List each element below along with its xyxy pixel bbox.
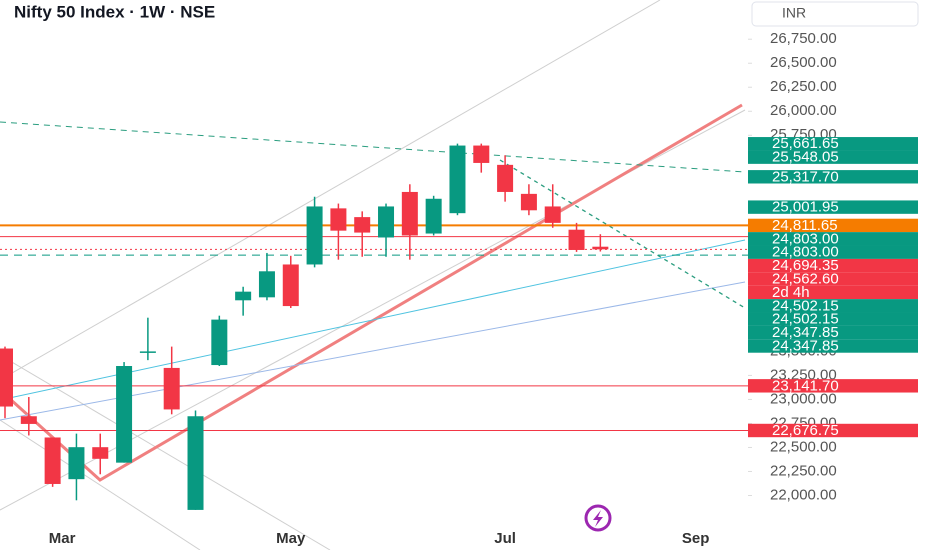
price-badge <box>748 339 918 353</box>
price-badge-label: 24,502.15 <box>772 297 839 314</box>
price-badge <box>748 150 918 164</box>
candle-body <box>139 351 156 353</box>
channel-line <box>0 354 331 550</box>
candle-body <box>354 217 371 233</box>
candle-body <box>425 198 442 234</box>
price-badge <box>748 379 918 393</box>
price-badges: 25,661.6525,548.0525,317.7025,001.9524,8… <box>748 135 918 439</box>
candles <box>0 143 609 510</box>
candle-body <box>20 416 37 424</box>
candle-body <box>258 271 275 298</box>
price-badge <box>748 272 918 286</box>
candle-body <box>211 319 228 366</box>
price-badge-label: 25,001.95 <box>772 199 839 216</box>
candle-body <box>544 206 561 223</box>
channel-line <box>0 419 201 550</box>
time-axis: Mar May Jul Sep <box>49 530 710 547</box>
trend-line <box>0 121 746 173</box>
candle-body <box>163 367 180 410</box>
price-badge <box>748 232 918 246</box>
price-badge <box>748 170 918 184</box>
price-badge <box>748 200 918 214</box>
price-badge <box>748 325 918 340</box>
candle-body <box>449 145 466 214</box>
candle-body <box>92 447 109 459</box>
candle-body <box>68 447 85 480</box>
candle-body <box>282 264 299 307</box>
x-tick-label: Sep <box>682 530 710 547</box>
price-badge-label: 2d 4h <box>772 284 810 301</box>
candle-body <box>473 145 490 163</box>
price-badge-label: 24,347.85 <box>772 337 839 354</box>
candle-body <box>187 416 204 510</box>
icon-ring[interactable] <box>584 504 612 532</box>
candle-body <box>116 366 133 463</box>
price-badge-label: 24,694.35 <box>772 257 839 274</box>
price-badge-label: 24,562.60 <box>772 270 839 287</box>
price-badge-label: 24,502.15 <box>772 311 839 328</box>
candle-body <box>568 229 585 250</box>
y-tick-label: 22,500.00 <box>770 438 837 455</box>
price-badge <box>748 258 918 273</box>
icon-bolt[interactable] <box>593 510 603 527</box>
price-badge-label: 23,141.70 <box>772 377 839 394</box>
price-badge <box>748 285 918 300</box>
candle-body <box>330 208 347 231</box>
price-badge <box>748 423 918 438</box>
currency-button[interactable] <box>751 1 919 27</box>
price-badge-label: 25,661.65 <box>772 135 839 152</box>
candle-body <box>0 348 14 407</box>
y-tick-label: 22,000.00 <box>770 486 837 503</box>
candle-body <box>378 206 395 238</box>
price-badge-label: 24,347.85 <box>772 324 839 341</box>
x-tick-label: May <box>276 530 306 547</box>
candle-body <box>44 437 61 484</box>
price-badge-label: 24,803.00 <box>772 244 839 261</box>
price-badge-label: 22,676.75 <box>772 422 839 439</box>
price-badge-label: 24,803.00 <box>772 230 839 247</box>
candle-body <box>306 206 323 265</box>
price-badge-label: 24,811.65 <box>772 217 838 234</box>
candle-body <box>401 191 418 236</box>
y-tick-label: 26,750.00 <box>770 30 837 47</box>
price-badge <box>748 299 918 313</box>
candle-body <box>520 193 537 211</box>
y-tick-label: 22,250.00 <box>770 462 837 479</box>
channel-line <box>0 0 661 381</box>
candle-body <box>592 246 609 250</box>
candle-body <box>497 164 514 192</box>
currency-label[interactable]: INR <box>782 5 806 21</box>
y-tick-label: 23,000.00 <box>770 390 837 407</box>
candle-body <box>235 291 252 301</box>
y-tick-label: 26,500.00 <box>770 54 837 71</box>
price-badge-label: 25,317.70 <box>772 168 839 185</box>
price-badge <box>748 137 918 151</box>
price-badge <box>748 312 918 326</box>
y-tick-label: 26,250.00 <box>770 78 837 95</box>
x-tick-label: Jul <box>494 530 516 547</box>
x-tick-label: Mar <box>49 530 76 547</box>
replay-icon[interactable] <box>584 504 612 532</box>
chart-title: Nifty 50 Index · 1W · NSE <box>14 2 215 21</box>
price-badge-label: 25,548.05 <box>772 149 839 166</box>
y-tick-label: 26,000.00 <box>770 102 837 119</box>
price-badge <box>748 245 918 259</box>
price-badge <box>748 218 918 233</box>
